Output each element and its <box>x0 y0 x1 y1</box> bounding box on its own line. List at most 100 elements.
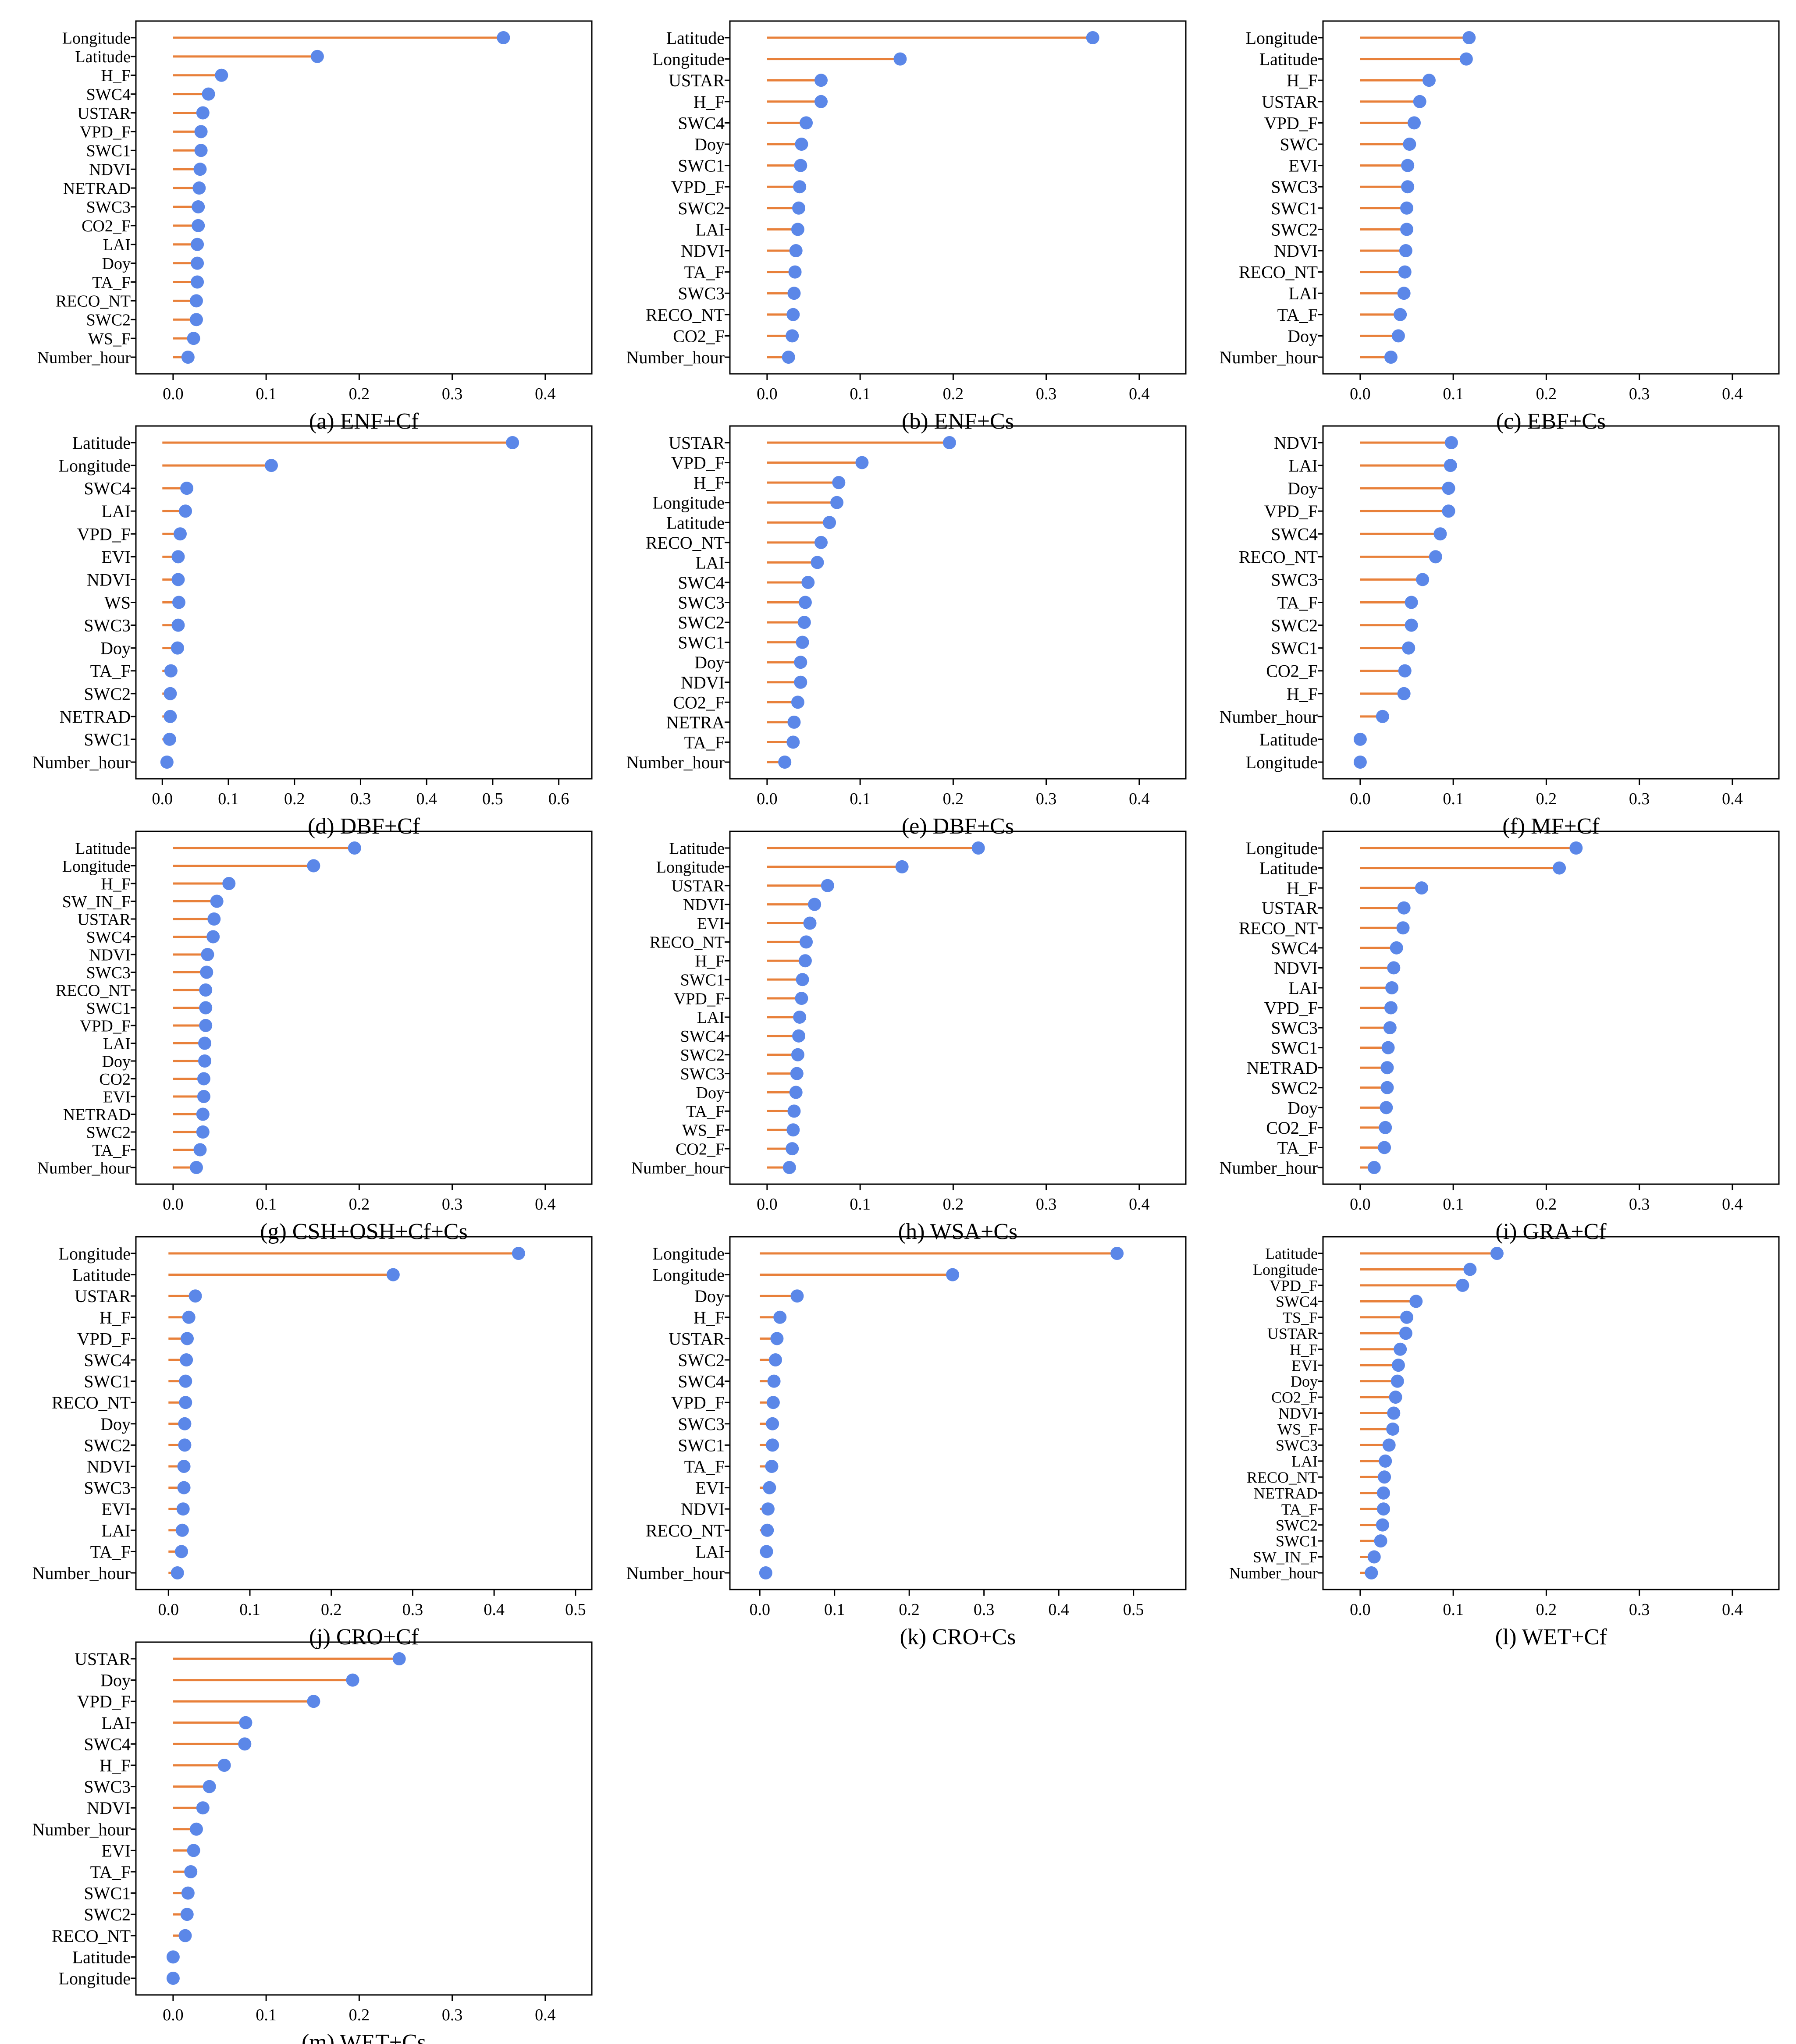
lollipop-marker <box>1379 1121 1392 1134</box>
lollipop-marker <box>1459 52 1473 66</box>
lollipop-marker <box>893 52 907 66</box>
category-label: SWC3 <box>678 1414 725 1434</box>
lollipop-marker <box>1110 1247 1124 1260</box>
category-label: Longitude <box>653 493 725 513</box>
lollipop-marker <box>782 351 795 364</box>
category-label: TA_F <box>1281 1501 1318 1518</box>
category-label: TA_F <box>686 1103 725 1121</box>
category-label: TA_F <box>1277 593 1318 613</box>
category-label: TA_F <box>1277 1138 1318 1157</box>
lollipop-marker <box>1367 1550 1381 1564</box>
category-label: Latitude <box>75 48 131 66</box>
category-label: Number_hour <box>626 1563 725 1583</box>
lollipop-marker <box>1444 459 1457 472</box>
category-label: LAI <box>695 220 725 239</box>
category-label: SWC3 <box>84 616 131 635</box>
x-tick-label: 0.2 <box>1536 385 1557 403</box>
x-tick-label: 0.0 <box>757 790 778 808</box>
x-tick-label: 0.2 <box>899 1600 920 1619</box>
category-label: Number_hour <box>37 348 131 367</box>
category-label: Doy <box>1291 1373 1318 1390</box>
lollipop-marker <box>795 138 808 151</box>
lollipop-marker <box>792 1029 806 1043</box>
lollipop-marker <box>189 1161 203 1174</box>
category-label: SWC3 <box>678 284 725 303</box>
category-label: SWC3 <box>680 1065 725 1083</box>
lollipop-marker <box>787 715 801 729</box>
category-label: Latitude <box>1259 50 1318 69</box>
lollipop-marker <box>798 954 812 968</box>
plot-frame <box>135 20 593 375</box>
x-tick-label: 0.4 <box>535 385 556 403</box>
category-label: LAI <box>1288 456 1318 476</box>
chart-panel-7: 0.0 0.1 0.2 0.3 0.4 LatitudeLongitudeUSTARNDV… <box>631 830 1187 1244</box>
category-label: RECO_NT <box>646 533 725 553</box>
lollipop-marker <box>506 436 519 449</box>
lollipop-marker <box>1463 1263 1477 1276</box>
category-label: Doy <box>100 639 131 658</box>
x-tick-label: 0.0 <box>152 790 173 808</box>
lollipop-marker <box>386 1268 400 1281</box>
category-label: SWC2 <box>86 1123 131 1142</box>
category-label: H_F <box>694 1308 725 1327</box>
category-label: SWC2 <box>1271 220 1318 239</box>
category-label: LAI <box>1288 284 1318 303</box>
x-tick-label: 0.4 <box>484 1600 505 1619</box>
lollipop-marker <box>773 1310 787 1324</box>
lollipop-marker <box>1422 74 1436 87</box>
category-label: SW_IN_F <box>1253 1548 1318 1566</box>
lollipop-marker <box>171 641 184 655</box>
lollipop-marker <box>971 841 985 855</box>
lollipop-marker <box>166 1950 180 1964</box>
x-tick-label: 0.1 <box>256 1195 277 1214</box>
x-tick-label: 0.2 <box>1536 1195 1557 1214</box>
x-tick-label: 0.2 <box>349 2006 370 2024</box>
lollipop-marker <box>1397 687 1411 700</box>
category-label: Doy <box>694 653 725 672</box>
category-label: NETRA <box>666 713 725 732</box>
category-label: RECO_NT <box>1239 547 1318 567</box>
lollipop-marker <box>1383 1021 1397 1035</box>
category-label: Number_hour <box>37 1159 131 1177</box>
category-label: H_F <box>100 1756 131 1775</box>
category-label: LAI <box>103 1035 131 1053</box>
lollipop-marker <box>180 1353 193 1366</box>
category-label: NETRAD <box>63 1106 131 1124</box>
chart-panel-8: 0.0 0.1 0.2 0.3 0.4 LongitudeLatitudeH_FUSTAR… <box>1220 830 1780 1244</box>
lollipop-marker <box>770 1332 784 1345</box>
category-label: H_F <box>1287 71 1318 90</box>
category-label: USTAR <box>77 104 131 123</box>
lollipop-marker <box>786 1142 799 1156</box>
category-label: Longitude <box>59 1244 131 1263</box>
lollipop-marker <box>1408 116 1421 130</box>
lollipop-marker <box>163 732 176 746</box>
x-tick-label: 0.4 <box>1129 385 1150 403</box>
lollipop-marker <box>1401 180 1415 194</box>
category-label: Doy <box>1287 326 1318 346</box>
panel-title: (b) ENF+Cs <box>902 409 1014 434</box>
category-label: Latitude <box>666 513 725 532</box>
lollipop-marker <box>761 1502 775 1516</box>
lollipop-marker <box>814 95 828 108</box>
category-label: H_F <box>100 1308 131 1327</box>
lollipop-marker <box>1390 941 1403 955</box>
panel-title: (c) EBF+Cs <box>1496 409 1606 434</box>
lollipop-marker <box>798 596 812 609</box>
category-label: TA_F <box>90 1542 131 1561</box>
category-label: SWC1 <box>84 1884 131 1903</box>
category-label: NDVI <box>1274 241 1318 261</box>
category-label: NDVI <box>89 946 131 964</box>
lollipop-marker <box>789 1086 803 1099</box>
lollipop-marker <box>189 294 203 308</box>
x-tick-label: 0.1 <box>218 790 239 808</box>
category-label: SWC4 <box>84 1350 131 1370</box>
chart-panel-5: 0.0 0.1 0.2 0.3 0.4 NDVI LAI Doy VPD_F SWC4 RECO_N… <box>1220 425 1780 839</box>
lollipop-marker <box>196 1107 210 1121</box>
x-tick-label: 0.3 <box>442 1195 463 1214</box>
lollipop-marker <box>203 1780 216 1793</box>
plot-frame <box>1322 20 1780 375</box>
lollipop-marker <box>1376 1518 1389 1532</box>
category-label: Longitude <box>59 1969 131 1988</box>
lollipop-marker <box>786 1123 800 1137</box>
